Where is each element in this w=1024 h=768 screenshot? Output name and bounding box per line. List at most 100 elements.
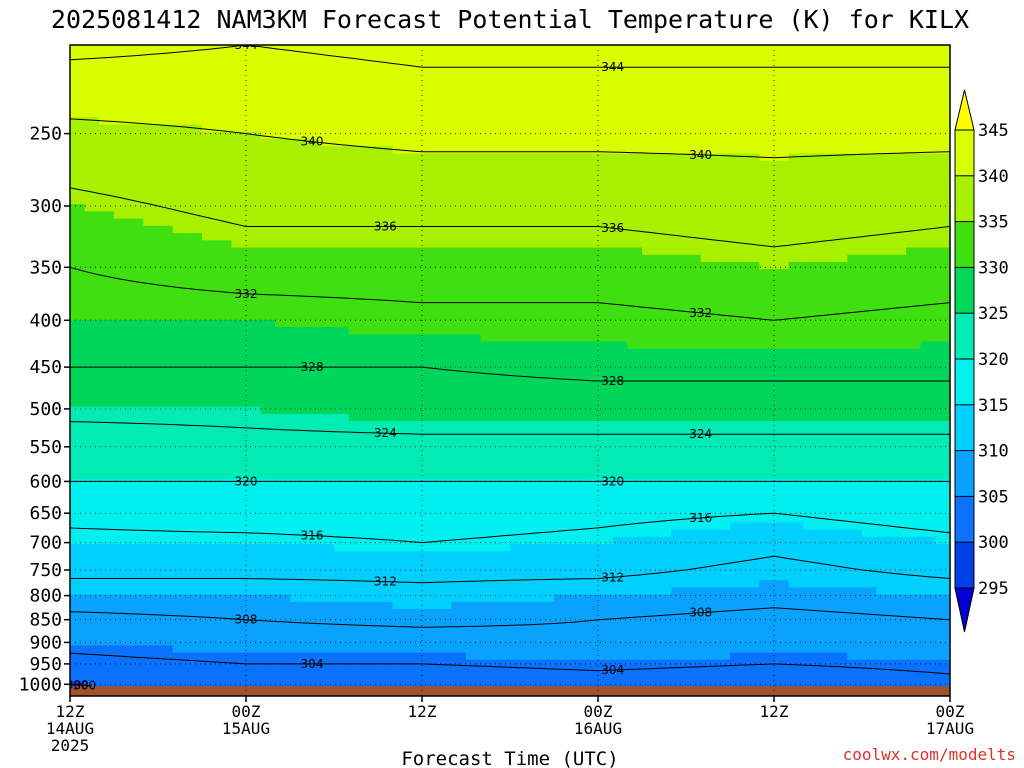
heatmap-cell: [290, 507, 306, 516]
heatmap-cell: [759, 601, 775, 610]
heatmap-cell: [407, 493, 423, 502]
heatmap-cell: [231, 442, 247, 451]
heatmap-cell: [598, 81, 614, 89]
heatmap-cell: [847, 630, 863, 639]
heatmap-cell: [99, 450, 115, 458]
heatmap-cell: [627, 81, 643, 89]
heatmap-cell: [700, 175, 716, 184]
heatmap-cell: [832, 262, 848, 270]
heatmap-cell: [524, 131, 540, 140]
heatmap-cell: [510, 399, 526, 408]
heatmap-cell: [304, 283, 320, 292]
heatmap-cell: [627, 73, 643, 82]
heatmap-cell: [759, 616, 775, 625]
heatmap-cell: [524, 580, 540, 589]
heatmap-cell: [818, 493, 834, 502]
heatmap-cell: [334, 117, 350, 126]
heatmap-cell: [451, 594, 467, 603]
heatmap-cell: [304, 370, 320, 379]
heatmap-cell: [524, 493, 540, 502]
heatmap-cell: [114, 630, 130, 639]
heatmap-cell: [642, 59, 658, 68]
heatmap-cell: [627, 601, 643, 610]
heatmap-cell: [334, 262, 350, 270]
heatmap-cell: [319, 370, 335, 379]
heatmap-cell: [744, 544, 760, 552]
heatmap-cell: [407, 551, 423, 560]
heatmap-cell: [671, 406, 687, 415]
heatmap-cell: [231, 254, 247, 263]
heatmap-cell: [216, 406, 232, 415]
heatmap-cell: [202, 457, 218, 466]
heatmap-cell: [422, 551, 438, 560]
heatmap-cell: [378, 225, 394, 234]
heatmap-cell: [70, 623, 86, 632]
heatmap-cell: [568, 406, 584, 415]
heatmap-cell: [363, 102, 379, 111]
heatmap-cell: [187, 667, 203, 675]
heatmap-cell: [451, 182, 467, 191]
heatmap-cell: [803, 102, 819, 111]
heatmap-cell: [554, 392, 570, 401]
heatmap-cell: [84, 167, 100, 176]
heatmap-cell: [510, 131, 526, 140]
heatmap-cell: [642, 601, 658, 610]
heatmap-cell: [700, 442, 716, 451]
heatmap-cell: [158, 276, 174, 285]
heatmap-cell: [656, 457, 672, 466]
heatmap-cell: [554, 370, 570, 379]
heatmap-cell: [730, 167, 746, 176]
heatmap-cell: [524, 59, 540, 68]
heatmap-cell: [480, 254, 496, 263]
heatmap-cell: [114, 507, 130, 516]
heatmap-cell: [656, 493, 672, 502]
heatmap-cell: [290, 601, 306, 610]
heatmap-cell: [715, 334, 731, 343]
heatmap-cell: [832, 45, 848, 53]
heatmap-cell: [436, 117, 452, 126]
heatmap-cell: [862, 573, 878, 581]
heatmap-cell: [231, 674, 247, 683]
heatmap-cell: [114, 457, 130, 466]
heatmap-cell: [275, 327, 291, 335]
heatmap-cell: [583, 544, 599, 552]
heatmap-cell: [480, 442, 496, 451]
heatmap-cell: [363, 298, 379, 306]
heatmap-cell: [744, 283, 760, 292]
heatmap-cell: [524, 305, 540, 314]
heatmap-cell: [832, 327, 848, 335]
heatmap-cell: [202, 450, 218, 458]
heatmap-cell: [348, 218, 364, 227]
heatmap-cell: [407, 587, 423, 596]
heatmap-cell: [568, 659, 584, 668]
heatmap-cell: [422, 290, 438, 299]
heatmap-cell: [128, 146, 144, 155]
heatmap-cell: [612, 110, 628, 118]
heatmap-cell: [700, 630, 716, 639]
heatmap-cell: [378, 305, 394, 314]
heatmap-cell: [847, 334, 863, 343]
heatmap-cell: [656, 580, 672, 589]
heatmap-cell: [524, 370, 540, 379]
heatmap-cell: [128, 551, 144, 560]
heatmap-cell: [598, 356, 614, 364]
heatmap-cell: [216, 66, 232, 75]
heatmap-cell: [818, 464, 834, 473]
heatmap-cell: [187, 652, 203, 661]
heatmap-cell: [671, 370, 687, 379]
heatmap-cell: [319, 450, 335, 458]
heatmap-cell: [187, 428, 203, 437]
heatmap-cell: [407, 573, 423, 581]
heatmap-cell: [583, 573, 599, 581]
heatmap-cell: [759, 327, 775, 335]
heatmap-cell: [187, 551, 203, 560]
heatmap-cell: [158, 428, 174, 437]
heatmap-cell: [378, 594, 394, 603]
heatmap-cell: [495, 319, 511, 328]
heatmap-cell: [715, 659, 731, 668]
heatmap-cell: [539, 290, 555, 299]
heatmap-cell: [510, 370, 526, 379]
heatmap-cell: [392, 269, 408, 278]
heatmap-cell: [422, 522, 438, 531]
heatmap-cell: [554, 153, 570, 162]
